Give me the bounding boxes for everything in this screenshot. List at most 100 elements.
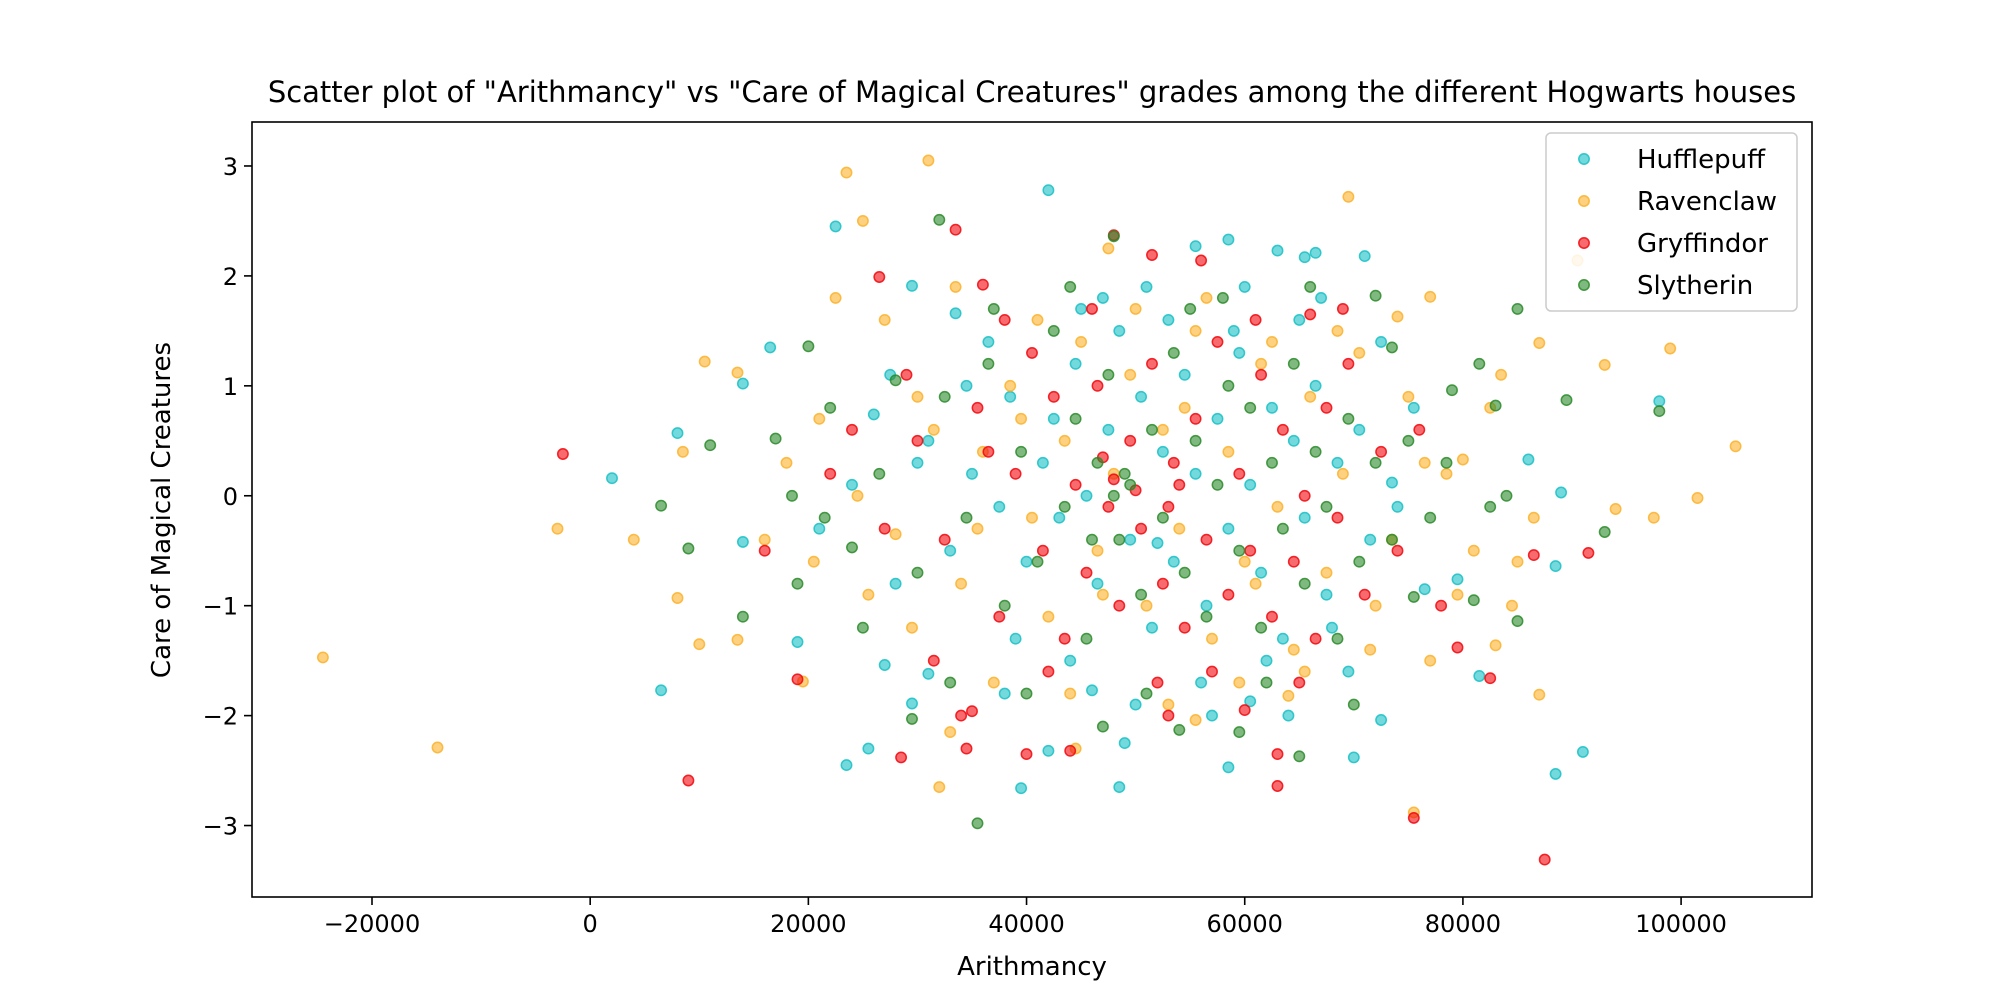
data-point: [976, 278, 989, 291]
data-point: [1369, 456, 1382, 469]
data-point: [1206, 632, 1218, 645]
data-point: [1069, 357, 1082, 370]
data-point: [1309, 632, 1322, 645]
data-point: [736, 535, 749, 548]
data-point: [987, 676, 1000, 689]
data-point: [1407, 811, 1420, 824]
data-point: [1058, 434, 1071, 447]
data-point: [1091, 379, 1104, 392]
data-point: [1238, 280, 1251, 293]
data-point: [1249, 313, 1262, 326]
data-point: [1064, 744, 1077, 757]
data-point: [1309, 246, 1322, 259]
data-point: [1298, 251, 1311, 264]
data-point: [1124, 478, 1137, 491]
legend-marker: [1578, 195, 1590, 207]
data-point: [1287, 357, 1300, 370]
data-point: [1075, 335, 1088, 348]
data-point: [1244, 695, 1257, 708]
data-point: [1162, 313, 1175, 326]
data-point: [1146, 357, 1158, 370]
data-point: [1560, 394, 1573, 407]
data-point: [1222, 522, 1235, 535]
data-point: [1222, 233, 1235, 246]
data-point: [1031, 313, 1044, 326]
data-point: [1527, 511, 1540, 524]
data-point: [1211, 335, 1224, 348]
data-point: [1320, 588, 1333, 601]
data-point: [1582, 546, 1595, 559]
data-point: [998, 313, 1011, 326]
y-tick-label: 3: [223, 153, 238, 181]
data-point: [1255, 357, 1268, 370]
y-axis: −3 −2 −1 0 1 2 3: [203, 153, 252, 841]
data-point: [1015, 412, 1028, 425]
data-point: [1178, 401, 1191, 414]
data-point: [1609, 503, 1622, 515]
data-point: [1271, 780, 1284, 792]
data-point: [1418, 456, 1431, 469]
data-point: [1287, 643, 1300, 656]
data-point: [878, 522, 891, 535]
data-point: [1086, 302, 1098, 315]
data-point: [1418, 583, 1431, 596]
data-point: [938, 533, 951, 546]
data-point: [1129, 302, 1142, 315]
data-point: [1320, 566, 1333, 579]
data-point: [1293, 676, 1306, 689]
data-point: [1298, 665, 1311, 678]
data-point: [1391, 500, 1404, 513]
data-point: [1146, 423, 1158, 436]
legend-marker: [1578, 153, 1590, 165]
data-point: [1200, 599, 1213, 612]
data-point: [1386, 476, 1398, 489]
data-point: [993, 500, 1006, 513]
data-point: [1009, 467, 1022, 480]
data-point: [1255, 368, 1268, 381]
legend-label: Slytherin: [1637, 271, 1753, 301]
data-point: [1549, 767, 1562, 780]
data-point: [960, 511, 973, 524]
data-point: [1315, 291, 1328, 304]
data-point: [731, 633, 744, 646]
data-point: [1042, 744, 1055, 757]
data-point: [1320, 500, 1333, 513]
data-point: [1096, 588, 1109, 601]
data-point: [1107, 230, 1120, 243]
series-ravenclaw: [316, 154, 1742, 819]
data-point: [1189, 240, 1202, 253]
data-point: [1124, 368, 1137, 381]
data-point: [1647, 511, 1660, 524]
data-point: [1042, 610, 1055, 623]
data-point: [731, 366, 744, 379]
data-point: [1042, 665, 1055, 678]
data-point: [1195, 676, 1208, 689]
data-point: [1162, 709, 1175, 722]
data-point: [829, 220, 842, 233]
data-point: [1653, 405, 1666, 418]
data-point: [758, 544, 771, 557]
data-point: [1664, 342, 1677, 355]
data-point: [1086, 533, 1098, 546]
data-point: [911, 456, 924, 469]
data-point: [1222, 445, 1235, 458]
data-point: [1047, 324, 1060, 337]
data-point: [1086, 684, 1098, 697]
data-point: [1151, 676, 1164, 689]
data-point: [1140, 687, 1153, 700]
data-point: [1260, 654, 1273, 667]
data-point: [1206, 665, 1218, 678]
data-point: [1375, 335, 1388, 348]
data-point: [1118, 737, 1131, 750]
data-point: [1189, 434, 1202, 447]
data-point: [1347, 698, 1360, 711]
data-point: [1729, 440, 1742, 453]
data-point: [1271, 500, 1284, 513]
data-point: [818, 511, 831, 524]
data-point: [1184, 302, 1197, 315]
x-tick-label: −20000: [324, 910, 420, 938]
data-point: [1266, 610, 1278, 623]
data-point: [1353, 346, 1366, 359]
data-point: [1031, 555, 1044, 568]
data-point: [1211, 412, 1224, 425]
